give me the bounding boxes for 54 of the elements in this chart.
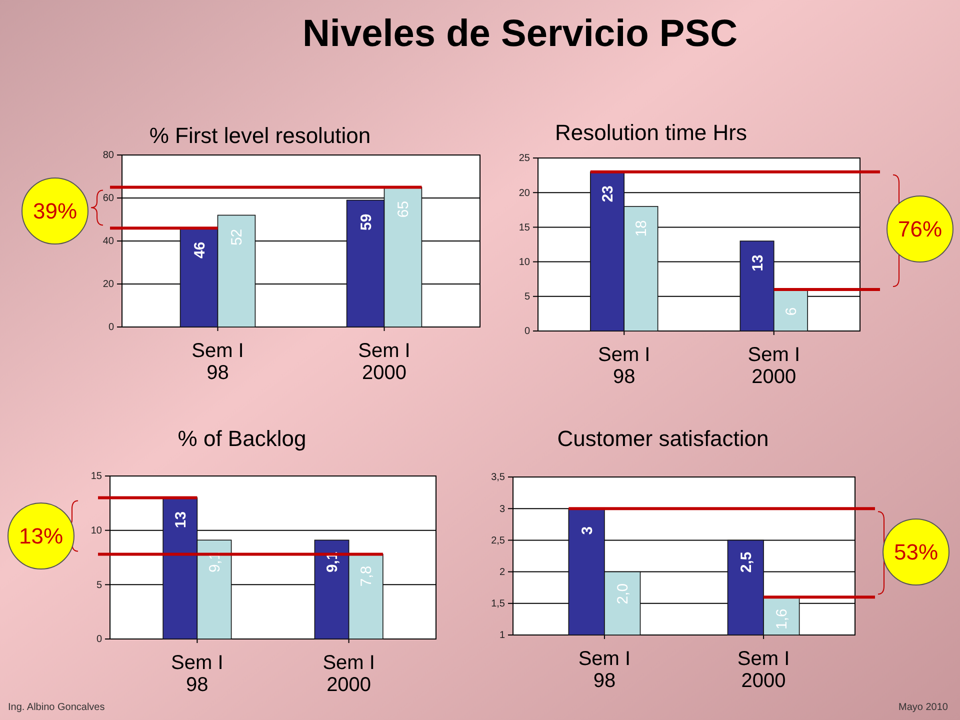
y-tick-label: 3,5 [491,472,506,484]
data-label: 13 [749,254,766,272]
data-label: 2,5 [738,552,755,573]
y-tick-label: 60 [102,193,114,204]
text: Ing. Albino Goncalves [8,702,105,713]
x-tick-label: Sem I 98 [171,652,224,696]
x-tick-label: Sem I 98 [598,344,650,388]
chart-title: Customer satisfaction [557,426,769,451]
x-tick-label: Sem I 2000 [737,648,790,692]
data-label: 13 [172,511,190,528]
text: 13% [18,524,64,549]
data-label: 1,6 [774,608,791,630]
x-tick-label: Sem I 98 [578,648,631,692]
text: 39% [32,198,78,224]
data-label: 7,8 [358,566,376,587]
data-label: 52 [228,228,246,246]
text: 53% [894,540,938,565]
y-tick-label: 1,5 [491,598,506,610]
y-tick-label: 25 [518,153,530,164]
data-label: 46 [191,242,208,258]
data-label: 2,0 [614,583,632,604]
y-tick-label: 10 [518,257,530,268]
y-tick-label: 20 [518,188,530,199]
y-tick-label: 3 [499,504,506,515]
y-tick-label: 15 [518,222,530,234]
y-tick-label: 40 [102,236,114,248]
y-tick-label: 5 [96,580,102,591]
data-label: 59 [358,214,375,230]
data-label: 6 [782,307,800,316]
data-label: 18 [633,220,650,237]
x-tick-label: Sem I 2000 [358,340,410,384]
y-tick-label: 80 [102,150,114,162]
y-tick-label: 2 [499,567,506,578]
y-tick-label: 1 [499,630,506,642]
y-tick-label: 0 [524,326,530,338]
data-label: 23 [600,185,617,202]
y-tick-label: 15 [90,471,102,482]
y-tick-label: 10 [90,526,102,537]
chart-title: % of Backlog [178,426,306,451]
chart-title: Resolution time Hrs [555,120,747,145]
y-tick-label: 20 [102,279,114,290]
text: 76% [898,216,942,242]
y-tick-label: 0 [108,322,114,334]
chart-title: % First level resolution [149,123,371,148]
x-tick-label: Sem I 98 [192,340,244,384]
text: Niveles de Servicio PSC [302,13,738,55]
x-tick-label: Sem I 2000 [748,344,800,388]
y-tick-label: 2,5 [491,535,506,546]
x-tick-label: Sem I 2000 [322,652,375,696]
y-tick-label: 0 [96,634,102,646]
y-tick-label: 5 [524,292,530,303]
data-label: 3 [578,526,596,535]
data-label: 65 [395,200,412,218]
text: Mayo 2010 [898,702,948,713]
